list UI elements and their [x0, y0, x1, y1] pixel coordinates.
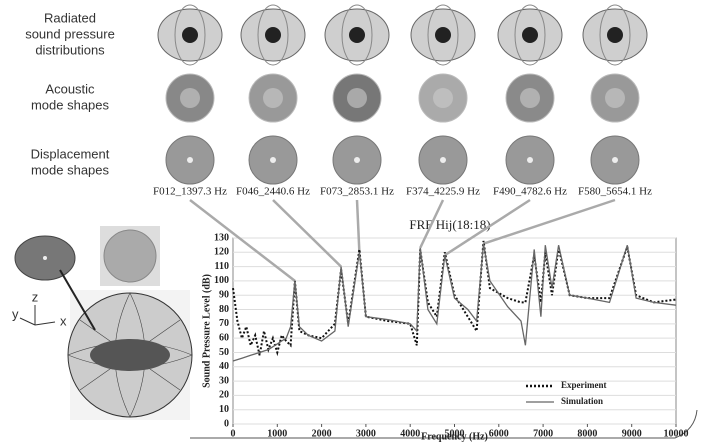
- plot-area: [232, 237, 677, 425]
- pressure-field: [174, 4, 206, 66]
- row-label: Radiated: [44, 10, 96, 25]
- displacement-core: [440, 157, 446, 163]
- x-tick-label: 10000: [664, 428, 689, 439]
- mode-label: F580_5654.1 Hz: [578, 186, 652, 198]
- x-tick-label: 0: [231, 428, 236, 439]
- x-tick-label: 2000: [312, 428, 332, 439]
- y-tick-label: 50: [219, 347, 229, 358]
- displacement-core: [270, 157, 276, 163]
- row-label: mode shapes: [31, 162, 110, 177]
- y-tick-label: 110: [215, 261, 229, 272]
- y-tick-label: 70: [219, 318, 229, 329]
- mode-label: F012_1397.3 Hz: [153, 186, 227, 198]
- pressure-core: [182, 27, 198, 43]
- mode-label: F073_2853.1 Hz: [320, 186, 394, 198]
- frame-curve: [190, 409, 698, 439]
- series-line: [232, 240, 677, 357]
- arrow: [444, 198, 531, 257]
- y-tick-label: 100: [214, 275, 229, 286]
- pressure-core: [435, 27, 451, 43]
- acoustic-core: [605, 88, 625, 108]
- x-tick-label: 1000: [267, 428, 287, 439]
- displacement-core: [354, 157, 360, 163]
- pressure-field: [599, 4, 631, 66]
- row-label: sound pressure: [25, 26, 115, 41]
- x-tick-label: 7000: [533, 428, 553, 439]
- legend-label: Simulation: [561, 396, 603, 406]
- acoustic-core: [520, 88, 540, 108]
- row-label: mode shapes: [31, 97, 110, 112]
- axis-triad: [19, 305, 56, 326]
- acoustic-core: [347, 88, 367, 108]
- pressure-core: [265, 27, 281, 43]
- pressure-field: [341, 4, 373, 66]
- y-tick-label: 130: [214, 232, 229, 243]
- mode-label: F046_2440.6 Hz: [236, 186, 310, 198]
- plate-disk: [103, 229, 157, 283]
- y-tick-label: 20: [219, 390, 229, 401]
- legend-label: Experiment: [561, 380, 607, 390]
- y-axis-label: Sound Pressure Level (dB): [201, 274, 212, 388]
- arrow: [272, 199, 342, 268]
- pressure-core: [349, 27, 365, 43]
- y-tick-label: 30: [219, 375, 229, 386]
- axis-label: y: [12, 306, 19, 321]
- acoustic-core: [180, 88, 200, 108]
- x-tick-label: 5000: [445, 428, 465, 439]
- chart-title: FRF Hij(18:18): [409, 217, 490, 232]
- axis-label: x: [60, 313, 67, 328]
- y-tick-label: 40: [219, 361, 229, 372]
- y-tick-label: 120: [214, 247, 229, 258]
- pressure-core: [522, 27, 538, 43]
- arrow: [419, 199, 445, 249]
- series-line: [232, 243, 677, 362]
- displacement-core: [187, 157, 193, 163]
- y-tick-label: 60: [219, 332, 229, 343]
- acoustic-core: [433, 88, 453, 108]
- row-label: distributions: [35, 42, 105, 57]
- disk-center: [43, 256, 47, 260]
- arrow: [189, 199, 296, 282]
- arrow: [483, 198, 616, 245]
- y-tick-label: 10: [219, 404, 229, 415]
- acoustic-core: [263, 88, 283, 108]
- x-tick-label: 8000: [577, 428, 597, 439]
- pointer: [59, 269, 96, 331]
- pressure-core: [607, 27, 623, 43]
- mode-label: F374_4225.9 Hz: [406, 186, 480, 198]
- row-label: Displacement: [31, 146, 110, 161]
- y-tick-label: 0: [224, 418, 229, 429]
- x-tick-label: 4000: [400, 428, 420, 439]
- mesh-disk: [90, 339, 170, 371]
- x-tick-label: 6000: [489, 428, 509, 439]
- arrow: [355, 199, 361, 253]
- pressure-field: [514, 4, 546, 66]
- displacement-core: [527, 157, 533, 163]
- y-tick-label: 90: [219, 290, 229, 301]
- mode-label: F490_4782.6 Hz: [493, 186, 567, 198]
- y-tick-label: 80: [219, 304, 229, 315]
- model-images: z y x: [12, 226, 193, 420]
- axis-label: z: [32, 289, 39, 304]
- pressure-field: [257, 4, 289, 66]
- x-axis-label: Frequency (Hz): [421, 431, 488, 442]
- x-tick-label: 3000: [356, 428, 376, 439]
- pressure-field: [427, 4, 459, 66]
- row-label: Acoustic: [45, 81, 95, 96]
- x-tick-label: 9000: [622, 428, 642, 439]
- displacement-core: [612, 157, 618, 163]
